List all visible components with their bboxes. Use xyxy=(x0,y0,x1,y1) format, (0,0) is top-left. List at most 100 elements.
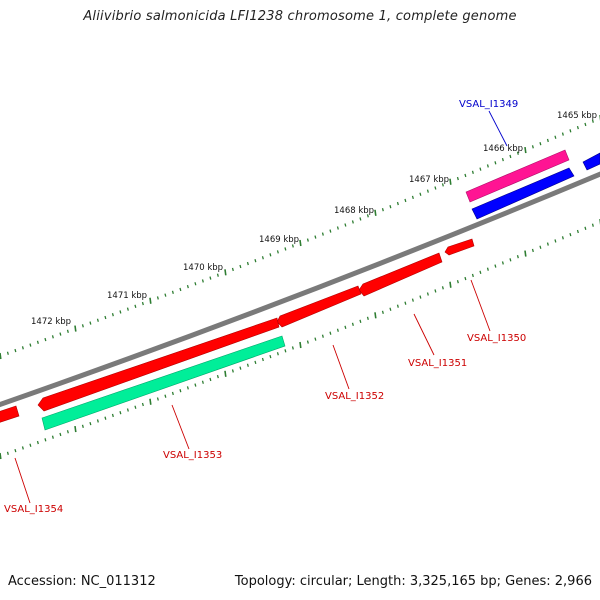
scale-tick xyxy=(44,337,47,342)
scale-tick xyxy=(96,318,99,322)
scale-tick xyxy=(321,334,324,338)
scale-tick xyxy=(164,394,167,398)
accession-text: Accession: NC_011312 xyxy=(8,574,156,589)
scale-tick xyxy=(381,208,384,212)
gene-feature-vsal-i1352[interactable] xyxy=(276,285,362,328)
scale-tick xyxy=(134,304,137,309)
scale-tick xyxy=(74,325,77,332)
scale-tick xyxy=(569,129,572,133)
scale-tick xyxy=(524,250,527,257)
scale-tick xyxy=(359,217,362,221)
scale-tick xyxy=(119,411,122,415)
gene-feature-vsal-i1349[interactable] xyxy=(471,167,575,220)
scale-tick xyxy=(464,276,467,281)
scale-tick xyxy=(126,408,129,412)
scale-tick xyxy=(21,346,24,350)
scale-tick xyxy=(119,310,122,314)
trna-feature[interactable] xyxy=(582,152,600,171)
scale-tick xyxy=(396,201,399,206)
scale-label: 1467 kbp xyxy=(409,175,449,185)
gene-label-vsal-i1349[interactable]: VSAL_I1349 xyxy=(459,99,518,110)
scale-tick xyxy=(576,229,579,234)
scale-tick xyxy=(389,204,392,209)
scale-tick xyxy=(81,424,84,429)
scale-tick xyxy=(6,351,9,355)
scale-tick xyxy=(36,440,39,445)
scale-tick xyxy=(299,341,302,349)
scale-tick xyxy=(0,352,2,360)
scale-tick xyxy=(246,261,249,266)
scale-tick xyxy=(269,253,272,257)
scale-tick xyxy=(344,325,347,329)
scale-tick xyxy=(269,354,272,359)
scale-tick xyxy=(374,312,377,319)
scale-tick xyxy=(179,287,182,292)
scale-tick xyxy=(434,186,437,190)
scale-tick xyxy=(81,324,84,328)
scale-tick xyxy=(216,374,219,379)
scale-tick xyxy=(591,119,594,123)
gene-label-vsal-i1351[interactable]: VSAL_I1351 xyxy=(408,358,467,369)
scale-tick xyxy=(194,282,197,286)
scale-tick xyxy=(479,270,482,274)
scale-tick xyxy=(389,307,392,311)
scale-tick xyxy=(44,438,47,442)
scale-tick xyxy=(306,340,309,344)
scale-tick xyxy=(516,255,519,259)
scale-tick xyxy=(89,321,92,325)
gene-label-vsal-i1350[interactable]: VSAL_I1350 xyxy=(467,333,526,344)
scale-tick xyxy=(366,316,369,320)
scale-label: 1465 kbp xyxy=(557,111,597,121)
scale-tick xyxy=(449,178,452,185)
scale-tick xyxy=(291,244,294,248)
scale-tick xyxy=(336,226,339,230)
scale-tick xyxy=(171,290,174,294)
scale-tick xyxy=(584,226,587,230)
scale-tick xyxy=(441,183,444,187)
scale-tick xyxy=(486,164,489,168)
gene-feature-vsal-i1351[interactable] xyxy=(358,252,443,297)
scale-tick xyxy=(224,269,227,276)
scale-tick xyxy=(59,432,62,437)
scale-tick xyxy=(456,279,459,284)
scale-tick xyxy=(509,154,512,159)
gene-label-vsal-i1352[interactable]: VSAL_I1352 xyxy=(325,391,384,402)
scale-tick xyxy=(299,239,302,247)
gene-label-vsal-i1354[interactable]: VSAL_I1354 xyxy=(4,504,63,515)
scale-tick xyxy=(96,419,99,423)
scale-tick xyxy=(186,284,189,289)
scale-tick xyxy=(51,435,54,439)
scale-tick xyxy=(479,167,482,171)
gene-feature-vsal-i1350[interactable] xyxy=(444,238,475,256)
scale-tick xyxy=(59,332,62,336)
misc-feature[interactable] xyxy=(41,335,286,431)
scale-tick xyxy=(104,416,107,420)
scale-tick xyxy=(456,176,459,181)
scale-tick xyxy=(584,122,587,127)
scale-tick xyxy=(381,310,384,314)
outer-scale-ticks xyxy=(0,115,600,360)
scale-tick xyxy=(239,264,242,269)
gene-label-vsal-i1353[interactable]: VSAL_I1353 xyxy=(163,450,222,461)
scale-tick xyxy=(531,248,534,253)
rrna-feature[interactable] xyxy=(465,149,570,203)
scale-tick xyxy=(254,259,257,263)
scale-tick xyxy=(111,413,114,418)
scale-tick xyxy=(351,220,354,224)
scale-tick xyxy=(404,301,407,305)
gene-feature-vsal-i1353[interactable] xyxy=(37,317,280,412)
scale-tick xyxy=(29,343,32,347)
scale-label: 1472 kbp xyxy=(31,317,71,327)
gene-feature-vsal-i1354[interactable] xyxy=(0,405,20,424)
scale-tick xyxy=(14,348,17,353)
scale-tick xyxy=(186,386,189,390)
scale-tick xyxy=(494,161,497,165)
label-leader xyxy=(470,279,491,332)
scale-tick xyxy=(411,195,414,200)
scale-tick xyxy=(0,452,2,460)
scale-tick xyxy=(561,236,564,240)
label-leader xyxy=(14,457,31,504)
scale-tick xyxy=(329,229,332,233)
scale-tick xyxy=(449,281,452,288)
